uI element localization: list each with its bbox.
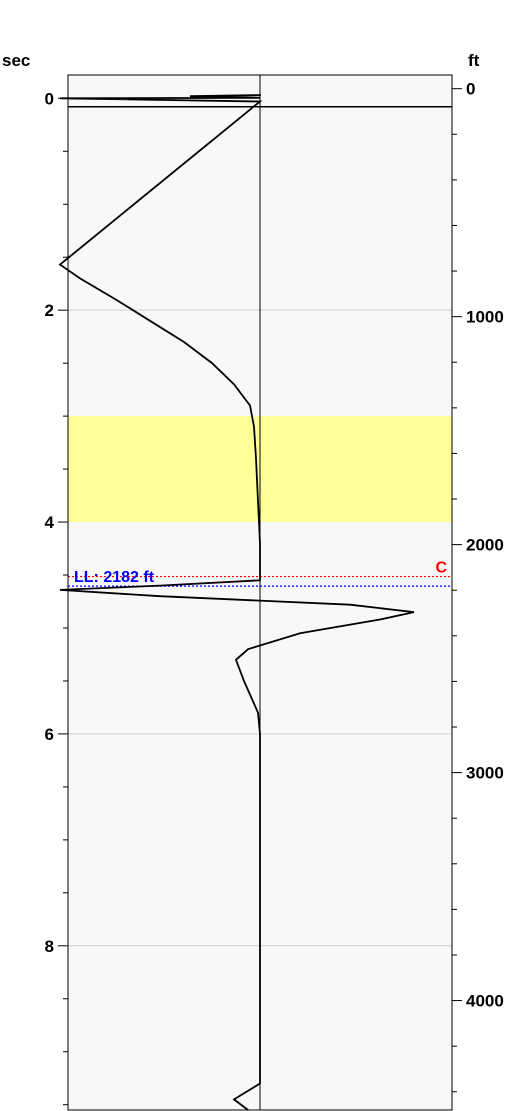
marker-label: C xyxy=(435,560,447,577)
left-axis: 0 2 4 6 8 xyxy=(45,75,69,1110)
right-tick-label: 4000 xyxy=(466,992,504,1011)
left-axis-label: sec xyxy=(2,51,30,70)
right-axis-label: ft xyxy=(468,51,480,70)
trace-line xyxy=(58,94,415,1111)
marker-label: LL: 2182 ft xyxy=(74,569,155,586)
left-tick-label: 4 xyxy=(45,513,55,532)
left-tick-label: 6 xyxy=(45,725,54,744)
left-tick-label: 0 xyxy=(45,89,54,108)
left-tick-label: 2 xyxy=(45,301,54,320)
right-tick-label: 2000 xyxy=(466,536,504,555)
right-tick-label: 3000 xyxy=(466,764,504,783)
right-axis: 0 1000 2000 3000 4000 xyxy=(451,75,504,1110)
right-tick-label: 1000 xyxy=(466,308,504,327)
right-tick-label: 0 xyxy=(466,80,475,99)
left-tick-label: 8 xyxy=(45,937,54,956)
